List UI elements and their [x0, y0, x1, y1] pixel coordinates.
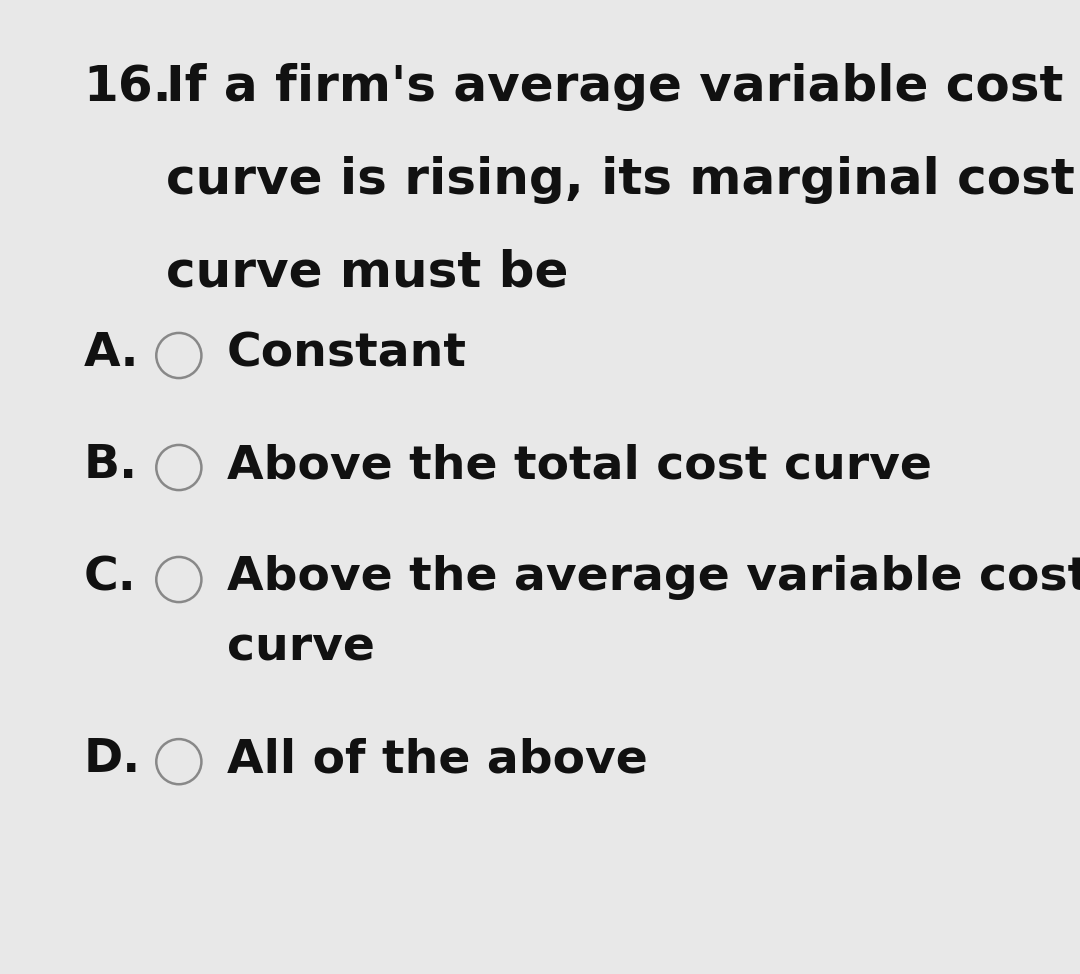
Text: C.: C. — [83, 555, 136, 600]
Text: 16.: 16. — [83, 63, 172, 111]
Text: Constant: Constant — [227, 331, 467, 376]
Text: curve must be: curve must be — [165, 248, 568, 296]
Text: Above the total cost curve: Above the total cost curve — [227, 443, 932, 488]
Text: If a firm's average variable cost: If a firm's average variable cost — [165, 63, 1063, 111]
Text: curve: curve — [227, 625, 375, 670]
Text: B.: B. — [83, 443, 137, 488]
Text: curve is rising, its marginal cost: curve is rising, its marginal cost — [165, 156, 1075, 204]
Text: D.: D. — [83, 737, 140, 782]
Text: A.: A. — [83, 331, 139, 376]
Text: Above the average variable cost: Above the average variable cost — [227, 555, 1080, 600]
Text: All of the above: All of the above — [227, 737, 648, 782]
